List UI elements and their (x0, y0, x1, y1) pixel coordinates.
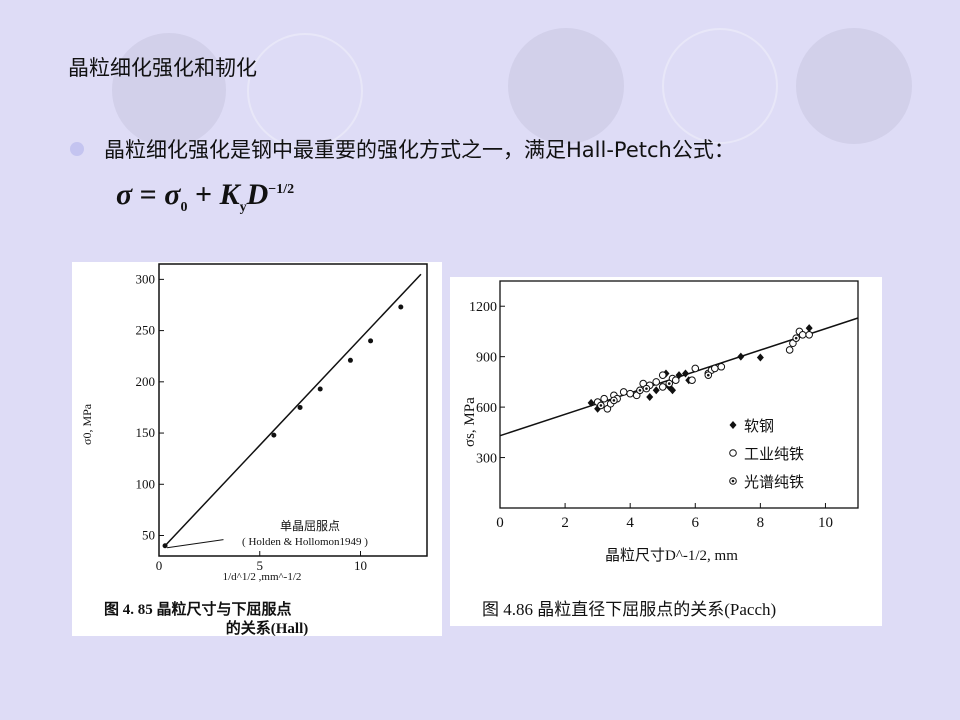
c2-data-point (646, 393, 654, 402)
formula-equals: = (139, 178, 157, 211)
c2-data-point (805, 324, 813, 333)
c1-data-point (368, 338, 374, 344)
c2-data-point (805, 331, 813, 339)
c2-legend-marker (729, 421, 737, 429)
c2-y-tick-label: 300 (476, 452, 497, 467)
decor-circle (508, 28, 624, 144)
c1-y-tick-label: 300 (136, 271, 156, 286)
c1-plot-frame (158, 263, 428, 557)
hall-chart-panel: 0 5 10 50 100 150 200 250 300 σ0, MPa 1/d^1/2 ,m… (72, 262, 442, 637)
c2-data-point (682, 369, 690, 378)
c2-legend-label: 软钢 (744, 418, 774, 435)
c2-legend-label: 光谱纯铁 (744, 474, 804, 491)
c1-annotation-2: ( Holden & Hollomon1949 ) (242, 536, 368, 548)
formula-k: K (219, 178, 240, 211)
c1-x-tick-label: 10 (354, 558, 367, 573)
c2-data-point-center (667, 382, 671, 385)
formula-sigma0: σ (164, 178, 181, 211)
c2-data-point (626, 389, 634, 398)
c2-data-point (717, 362, 726, 371)
c1-data-point (317, 386, 323, 392)
c2-legend-marker (729, 449, 737, 457)
formula-plus: + (194, 178, 213, 211)
c1-y-tick-label: 100 (136, 476, 156, 491)
c2-data-point (658, 371, 667, 379)
c2-x-tick-label: 10 (818, 515, 833, 531)
hall-chart: 0 5 10 50 100 150 200 250 300 σ0, MPa 1/d^1/2 ,m… (80, 263, 428, 637)
c1-ylabel: σ0, MPa (80, 403, 94, 445)
c2-y-tick-label: 600 (476, 401, 497, 416)
c1-y-tick-label: 150 (136, 425, 156, 440)
c2-ylabel: σs, MPa (462, 397, 478, 447)
c2-data-point (711, 364, 719, 373)
bullet-icon (70, 142, 84, 156)
c1-x-tick-label: 5 (257, 558, 264, 573)
c2-data-point (587, 398, 595, 407)
c2-data-point (600, 394, 608, 403)
decor-circle (796, 28, 912, 144)
c2-x-tick-label: 6 (692, 515, 700, 531)
hall-petch-formula: σ = σ0 + KyD−1/2 (116, 178, 294, 216)
c1-annotation-1: 单晶屈服点 (280, 519, 340, 533)
formula-suby: y (239, 200, 247, 215)
c2-data-point (798, 331, 807, 339)
c2-plot-frame (499, 280, 859, 509)
c2-data-point (668, 386, 676, 395)
c2-data-point-center (638, 388, 642, 392)
decor-circle (662, 28, 778, 144)
c2-x-tick-label: 4 (626, 515, 634, 531)
c2-data-point (658, 383, 667, 391)
c2-data-point (652, 378, 661, 386)
c2-caption: 图 4.86 晶粒直径下屈服点的关系(Pacch) (482, 600, 776, 619)
c1-y-tick-label: 50 (142, 528, 155, 543)
c1-data-point (162, 543, 168, 549)
c2-data-point-center (612, 399, 616, 402)
c2-legend-label: 工业纯铁 (744, 446, 804, 463)
c2-data-point (691, 364, 700, 373)
formula-sigma: σ (116, 178, 133, 211)
c1-annotation-leader (166, 539, 224, 549)
formula-d: D (246, 178, 269, 211)
c2-data-point (785, 346, 794, 354)
c2-x-tick-label: 2 (561, 515, 569, 531)
c1-y-tick-label: 200 (136, 374, 156, 389)
c1-data-point (271, 432, 277, 438)
bullet-text: 晶粒细化强化是钢中最重要的强化方式之一，满足Hall-Petch公式： (104, 138, 735, 162)
c2-y-tick-label: 1200 (469, 300, 497, 315)
c2-data-point-center (599, 404, 603, 407)
c2-data-point-center (645, 387, 648, 390)
c1-data-point (398, 304, 404, 310)
c2-legend-marker-center (731, 479, 735, 483)
slide-title: 晶粒细化强化和韧化 (68, 56, 257, 80)
c2-y-tick-label: 900 (476, 351, 497, 366)
pacch-chart-panel: 0 2 4 6 8 10 300 600 900 1200 软钢工业纯铁光谱纯铁 σs, MPa 晶… (450, 277, 882, 626)
formula-exp: −1/2 (268, 182, 295, 197)
c2-data-point (619, 388, 628, 396)
decor-circle (112, 33, 226, 147)
c1-x-tick-label: 0 (156, 558, 163, 573)
c1-caption-1: 图 4. 85 晶粒尺寸与下屈服点 (104, 600, 292, 618)
decor-circle (247, 33, 363, 149)
c2-data-point-center (794, 336, 798, 340)
c2-xlabel: 晶粒尺寸D^-1/2, mm (605, 547, 738, 564)
c2-x-tick-label: 8 (757, 515, 765, 531)
c1-data-point (347, 357, 353, 363)
c2-data-point (671, 376, 680, 385)
c1-y-tick-label: 250 (136, 323, 156, 338)
c1-xlabel: 1/d^1/2 ,mm^-1/2 (223, 571, 302, 583)
c1-caption-2: 的关系(Hall) (226, 619, 309, 636)
c2-data-point-center (706, 373, 710, 377)
c1-fit-line (164, 273, 422, 547)
c2-data-point (688, 376, 696, 385)
formula-sub0: 0 (180, 200, 188, 215)
c2-data-point (652, 386, 660, 395)
c1-data-point (297, 404, 303, 410)
c2-x-tick-label: 0 (496, 515, 504, 531)
c2-data-point (737, 352, 745, 361)
c2-data-point (756, 353, 764, 362)
